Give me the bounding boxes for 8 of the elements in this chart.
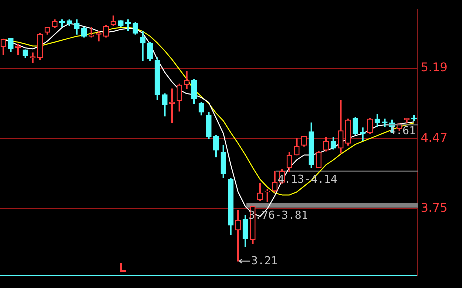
y-tick-label: 5.19 — [421, 60, 448, 75]
annotation: 3.21 — [251, 254, 278, 268]
annotation: 4.61 — [390, 124, 416, 138]
candlestick — [140, 31, 146, 62]
annotation: L — [119, 261, 128, 276]
y-tick-label: 3.75 — [421, 200, 448, 215]
y-tick-label: 4.47 — [421, 130, 448, 145]
candlestick — [96, 31, 102, 42]
